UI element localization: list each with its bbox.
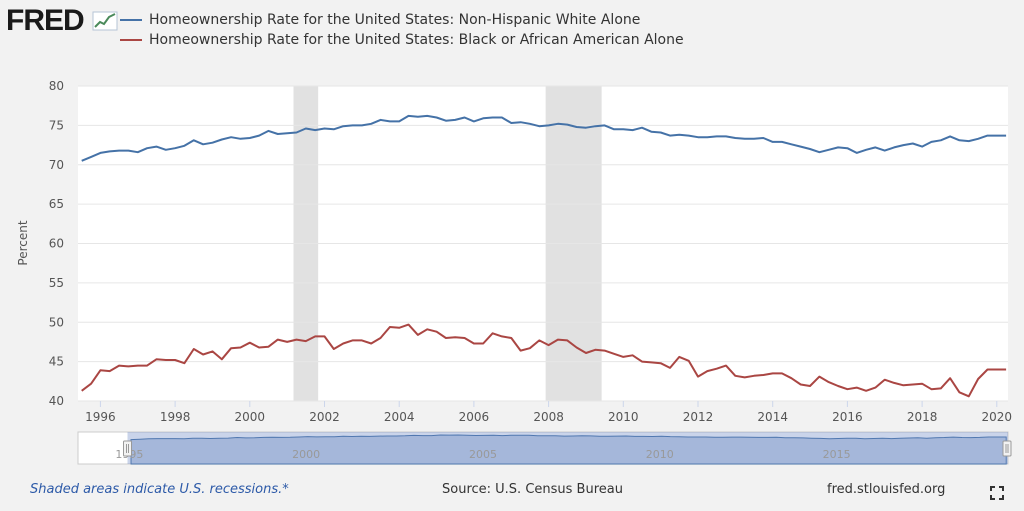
recession-note: Shaded areas indicate U.S. recessions.* (30, 482, 289, 497)
navigator-selection[interactable] (127, 432, 1008, 464)
navigator-label: 2000 (292, 448, 320, 461)
legend-item-black[interactable]: Homeownership Rate for the United States… (120, 30, 684, 50)
navigator-handle[interactable] (1002, 440, 1012, 457)
series-lines (81, 114, 1007, 398)
legend-swatch (120, 19, 142, 21)
series-line-white[interactable] (81, 114, 1007, 162)
x-tick-label: 2020 (982, 410, 1013, 424)
x-tick-label: 2004 (384, 410, 415, 424)
x-tick-label: 2018 (907, 410, 938, 424)
y-axis-label: Percent (16, 220, 30, 265)
fullscreen-icon[interactable] (990, 486, 1004, 500)
y-tick-label: 65 (49, 197, 64, 211)
site-link[interactable]: fred.stlouisfed.org (827, 482, 946, 497)
x-tick-label: 2000 (235, 410, 266, 424)
gridlines (78, 85, 1008, 402)
x-tick-label: 2016 (832, 410, 863, 424)
x-tick-label: 2006 (459, 410, 490, 424)
line-chart[interactable]: 40 45 50 55 60 65 70 75 80 1996 1998 2000 2002 2004 2… (0, 0, 1024, 470)
navigator-handle[interactable] (123, 440, 133, 457)
legend-swatch (120, 39, 142, 41)
navigator-label: 2005 (469, 448, 497, 461)
y-tick-label: 50 (49, 315, 64, 329)
legend-label: Homeownership Rate for the United States… (149, 32, 684, 48)
source-text: Source: U.S. Census Bureau (442, 482, 623, 497)
x-tick-label: 2012 (683, 410, 714, 424)
x-tick-label: 1996 (85, 410, 116, 424)
y-tick-label: 45 (49, 355, 64, 369)
series-line-black[interactable] (81, 323, 1007, 398)
x-tick-label: 2014 (757, 410, 788, 424)
navigator-label: 2010 (646, 448, 674, 461)
navigator-label: 2015 (823, 448, 851, 461)
chart-line-icon (92, 11, 118, 31)
x-tick-label: 2002 (309, 410, 340, 424)
chart-header: FRED Homeownership Rate for the United S… (0, 0, 1024, 60)
navigator-series (130, 434, 1007, 465)
y-tick-label: 55 (49, 276, 64, 290)
x-tick-label: 2010 (608, 410, 639, 424)
legend-item-white[interactable]: Homeownership Rate for the United States… (120, 10, 684, 30)
y-tick-label: 75 (49, 118, 64, 132)
y-tick-label: 70 (49, 158, 64, 172)
y-tick-label: 80 (49, 79, 64, 93)
y-axis: 40 45 50 55 60 65 70 75 80 (49, 79, 64, 408)
x-tick-label: 1998 (160, 410, 191, 424)
y-tick-label: 60 (49, 237, 64, 251)
x-tick-label: 2008 (533, 410, 564, 424)
x-axis: 1996 1998 2000 2002 2004 2006 2008 2010 2012 2014… (85, 401, 1012, 424)
chart-legend: Homeownership Rate for the United States… (120, 10, 684, 50)
range-navigator[interactable]: 19952000200520102015 (77, 431, 1012, 465)
y-tick-label: 40 (49, 394, 64, 408)
fred-logo[interactable]: FRED (6, 4, 85, 37)
legend-label: Homeownership Rate for the United States… (149, 12, 641, 28)
